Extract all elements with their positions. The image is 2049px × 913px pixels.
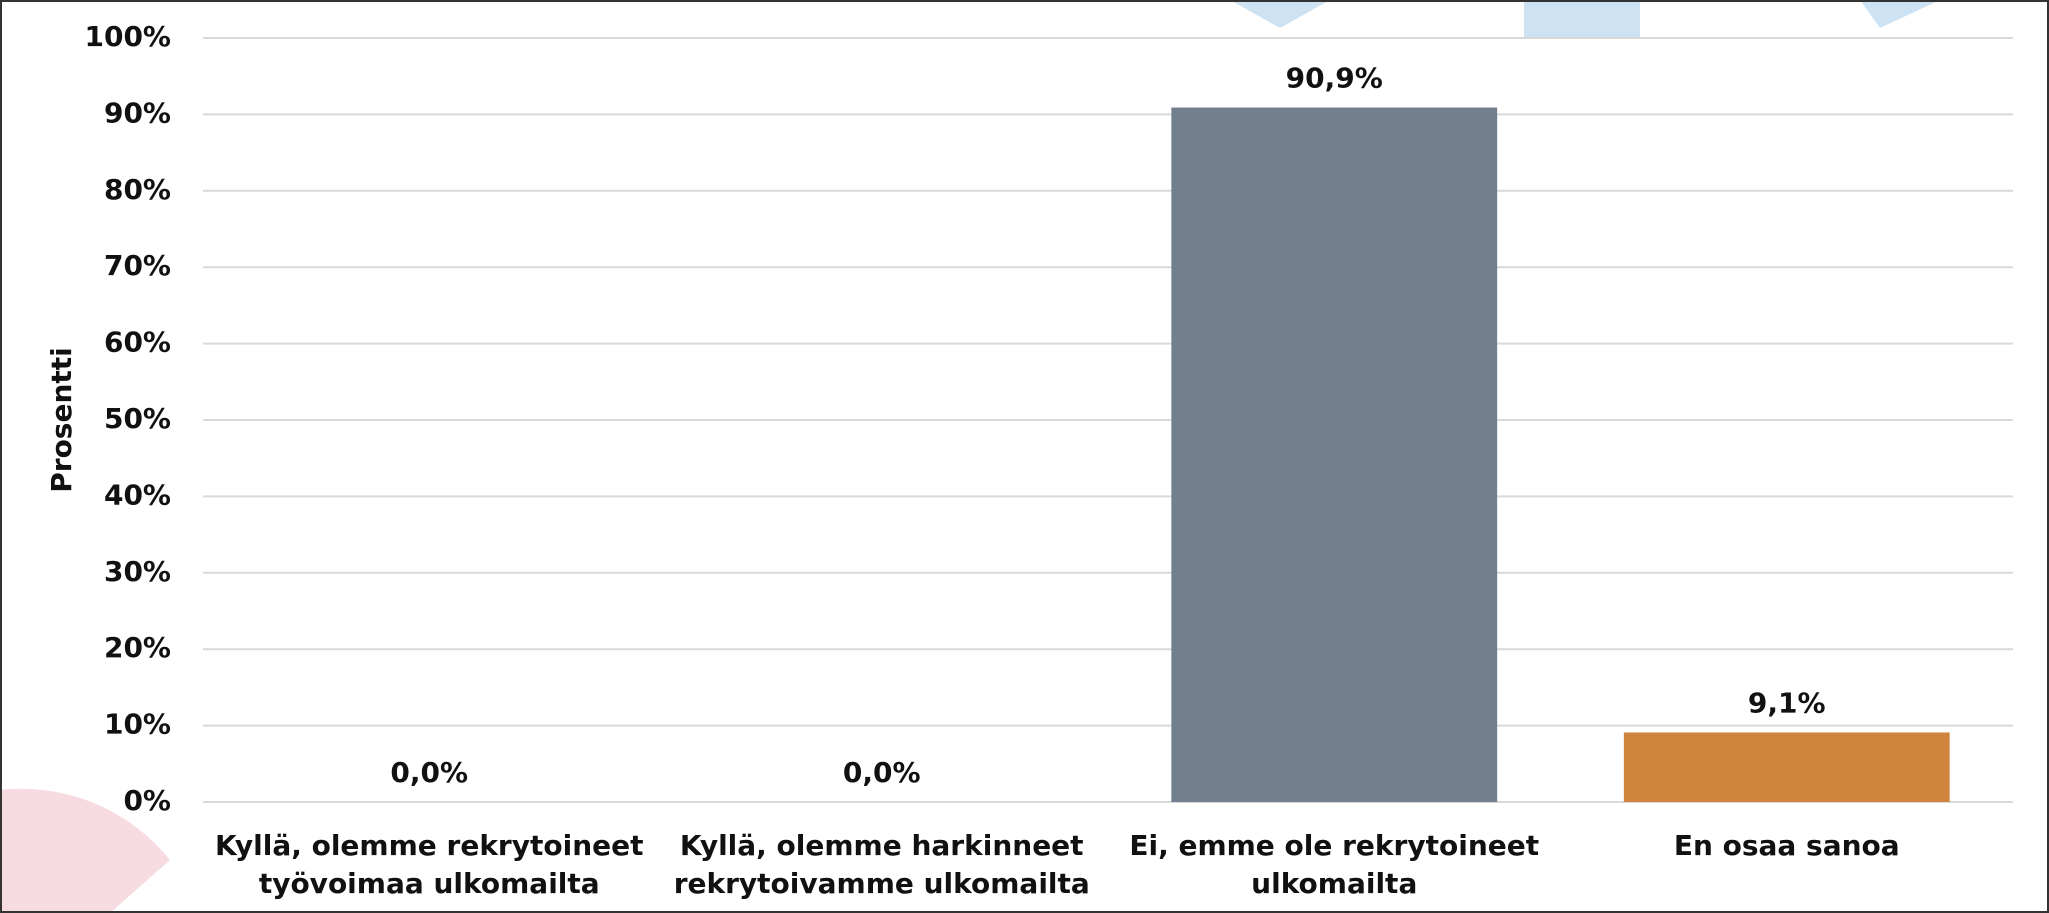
y-tick-label: 70% [104,249,171,282]
y-tick-label: 50% [104,402,171,435]
data-label: 0,0% [390,756,468,789]
y-tick-label: 30% [104,555,171,588]
x-tick-label: Kyllä, olemme harkinneet rekrytoivamme u… [673,829,1090,900]
y-tick-label: 40% [104,478,171,511]
y-tick-label: 90% [104,96,171,129]
data-label: 9,1% [1748,686,1826,719]
x-tick-label: Ei, emme ole rekrytoineet ulkomailta [1129,829,1540,900]
x-tick-label: En osaa sanoa [1673,829,1900,862]
bar [1623,732,1950,802]
y-tick-label: 80% [104,173,171,206]
x-tick-label: Kyllä, olemme rekrytoineet työvoimaa ulk… [214,829,644,900]
data-label: 0,0% [843,756,921,789]
y-tick-label: 60% [104,326,171,359]
y-tick-label: 10% [104,708,171,741]
background-decoration [0,0,1940,913]
y-tick-label: 100% [84,20,171,53]
bar [1171,107,1498,803]
y-axis-title: Prosentti [45,347,78,493]
y-tick-label: 20% [104,631,171,664]
y-tick-label: 0% [123,784,171,817]
data-label: 90,9% [1286,62,1383,95]
